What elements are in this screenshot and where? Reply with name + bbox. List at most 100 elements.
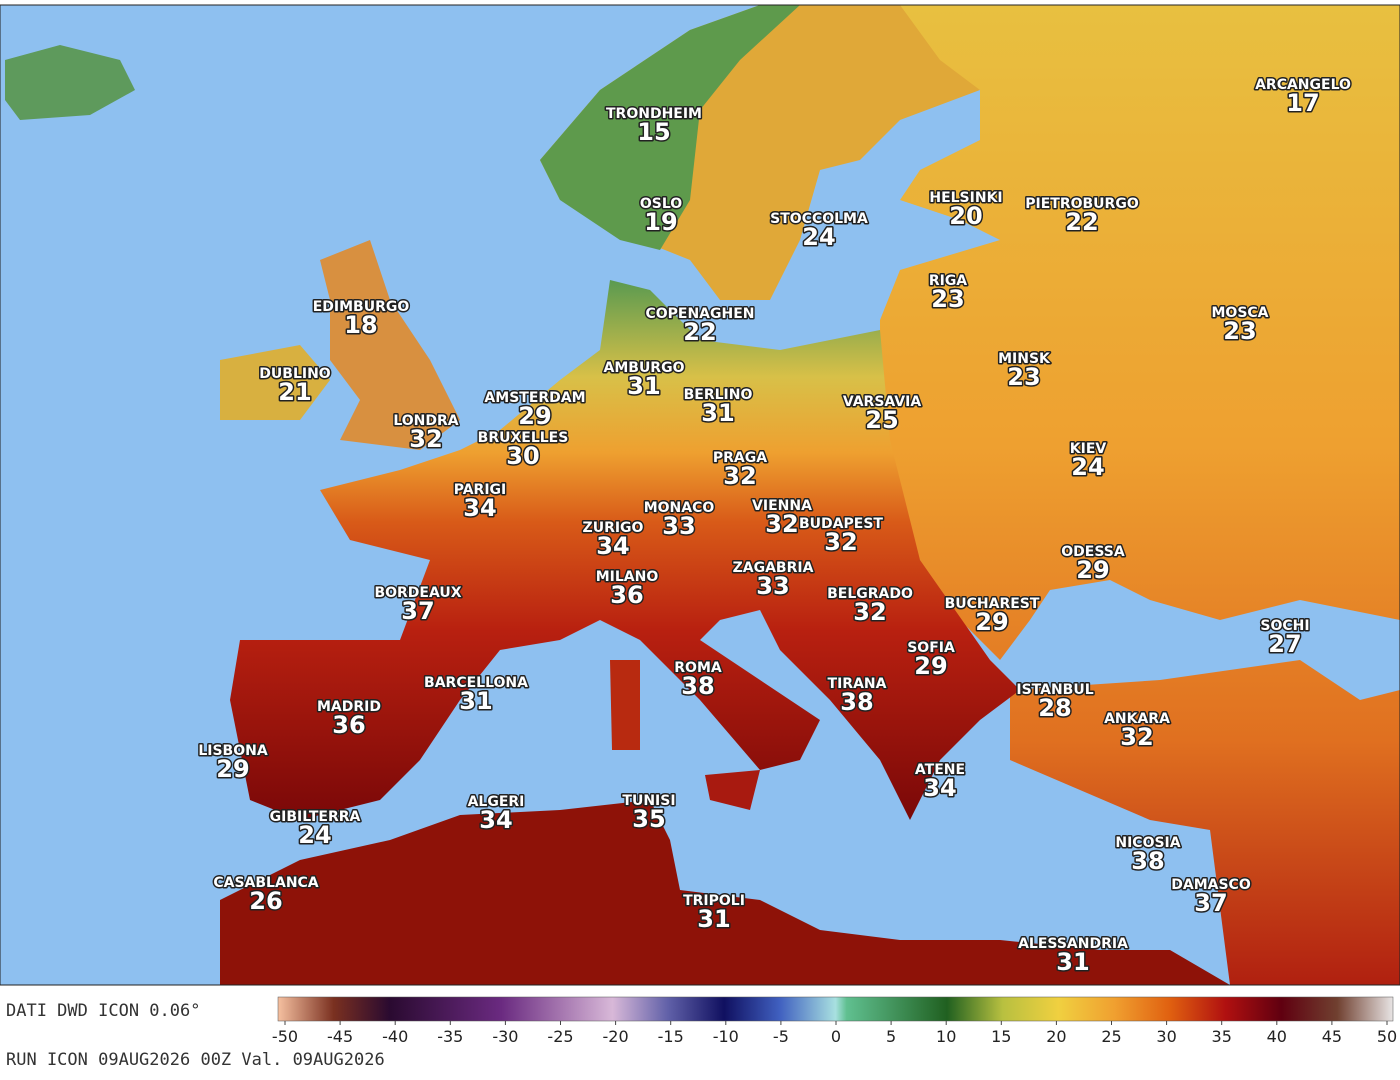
city-temperature: 31: [701, 399, 734, 427]
land-africa: [220, 800, 1230, 985]
city-name: BORDEAUX: [374, 585, 461, 601]
city-temperature: 31: [1056, 948, 1089, 976]
city-temperature: 32: [824, 528, 857, 556]
city-temperature: 29: [975, 608, 1008, 636]
colorbar-tick-label: 25: [1101, 1027, 1121, 1046]
colorbar-tick-label: -30: [492, 1027, 518, 1046]
city-temperature: 24: [298, 821, 331, 849]
colorbar-tick-label: -5: [773, 1027, 789, 1046]
land-sicily: [705, 770, 760, 810]
city-temperature: 36: [610, 581, 643, 609]
city-name: AMSTERDAM: [484, 390, 585, 406]
city-name: SOFIA: [907, 640, 955, 656]
city-temperature: 25: [865, 406, 898, 434]
city-name: ATENE: [915, 762, 965, 778]
colorbar-tick-label: -50: [272, 1027, 298, 1046]
city-temperature: 19: [644, 208, 677, 236]
city-name: ZAGABRIA: [733, 560, 814, 576]
colorbar-tick-label: 15: [991, 1027, 1011, 1046]
city-temperature: 32: [409, 425, 442, 453]
city-temperature: 36: [332, 711, 365, 739]
city-name: ALESSANDRIA: [1018, 936, 1128, 952]
city-name: ROMA: [674, 660, 722, 676]
colorbar-tick-label: -20: [603, 1027, 629, 1046]
city-name: LISBONA: [198, 743, 268, 759]
city-name: TRIPOLI: [683, 893, 745, 909]
city-temperature: 33: [756, 572, 789, 600]
city-name: BERLINO: [684, 387, 753, 403]
city-name: DAMASCO: [1171, 877, 1251, 893]
land-ireland: [220, 345, 330, 420]
city-temperature: 37: [1194, 889, 1227, 917]
colorbar: [277, 996, 1394, 1022]
city-name: EDIMBURGO: [313, 299, 410, 315]
city-temperature: 18: [344, 311, 377, 339]
colorbar-tick-label: 5: [886, 1027, 896, 1046]
colorbar-tick-label: -25: [547, 1027, 573, 1046]
city-name: COPENAGHEN: [645, 306, 754, 322]
city-name: STOCCOLMA: [770, 211, 868, 227]
land-iceland: [5, 45, 135, 120]
city-temperature: 33: [662, 512, 695, 540]
colorbar-tick-label: -15: [658, 1027, 684, 1046]
city-name: AMBURGO: [604, 360, 685, 376]
city-temperature: 31: [697, 905, 730, 933]
city-name: TRONDHEIM: [606, 106, 702, 122]
city-temperature: 34: [463, 494, 496, 522]
colorbar-tick-label: -45: [327, 1027, 353, 1046]
city-temperature: 32: [723, 462, 756, 490]
city-temperature: 31: [627, 372, 660, 400]
city-temperature: 21: [278, 378, 311, 406]
land-europe: [230, 280, 1020, 820]
colorbar-tick-label: -40: [382, 1027, 408, 1046]
city-name: TUNISI: [622, 793, 675, 809]
city-name: HELSINKI: [929, 190, 1002, 206]
city-name: BUDAPEST: [799, 516, 883, 532]
city-temperature: 23: [1007, 363, 1040, 391]
colorbar-tick-label: 50: [1377, 1027, 1397, 1046]
city-name: RIGA: [929, 273, 967, 289]
city-name: CASABLANCA: [213, 875, 318, 891]
city-name: SOCHI: [1260, 618, 1309, 634]
city-temperature: 32: [1120, 723, 1153, 751]
land-sardinia: [610, 660, 640, 750]
map-frame: [0, 4, 1400, 986]
city-name: VARSAVIA: [843, 394, 922, 410]
city-temperature: 15: [637, 118, 670, 146]
city-name: MINSK: [998, 351, 1051, 367]
city-temperature: 23: [931, 285, 964, 313]
colorbar-tick-label: 35: [1212, 1027, 1232, 1046]
city-name: MONACO: [644, 500, 715, 516]
colorbar-tick-label: 30: [1156, 1027, 1176, 1046]
city-name: ALGERI: [468, 794, 525, 810]
city-temperature: 32: [853, 598, 886, 626]
city-temperature: 20: [949, 202, 982, 230]
city-name: PRAGA: [713, 450, 767, 466]
colorbar-tick-label: 10: [936, 1027, 956, 1046]
city-temperature: 24: [802, 223, 835, 251]
legend: -50 -45 -40 -35 -30 -25 -20 -15 -10 -5 0 5 10 15 20 25 3…: [272, 996, 1397, 1046]
land-norway: [540, 5, 800, 250]
city-name: BARCELLONA: [424, 675, 528, 691]
city-temperature: 22: [683, 318, 716, 346]
city-temperature: 29: [914, 652, 947, 680]
city-name: MADRID: [317, 699, 381, 715]
city-temperature: 26: [249, 887, 282, 915]
city-name: ZURIGO: [583, 520, 644, 536]
city-temperature: 27: [1268, 630, 1301, 658]
city-temperature: 29: [518, 402, 551, 430]
colorbar-tick-label: -10: [713, 1027, 739, 1046]
city-name: OSLO: [640, 196, 682, 212]
city-temperature: 37: [401, 597, 434, 625]
city-name: ANKARA: [1104, 711, 1170, 727]
city-temperature: 22: [1065, 208, 1098, 236]
city-name: VIENNA: [752, 498, 812, 514]
city-temperature: 35: [632, 805, 665, 833]
city-name: LONDRA: [393, 413, 458, 429]
city-name: ARCANGELO: [1255, 77, 1351, 93]
city-name: TIRANA: [828, 676, 887, 692]
city-temperature: 30: [506, 442, 539, 470]
colorbar-tick-label: -35: [437, 1027, 463, 1046]
